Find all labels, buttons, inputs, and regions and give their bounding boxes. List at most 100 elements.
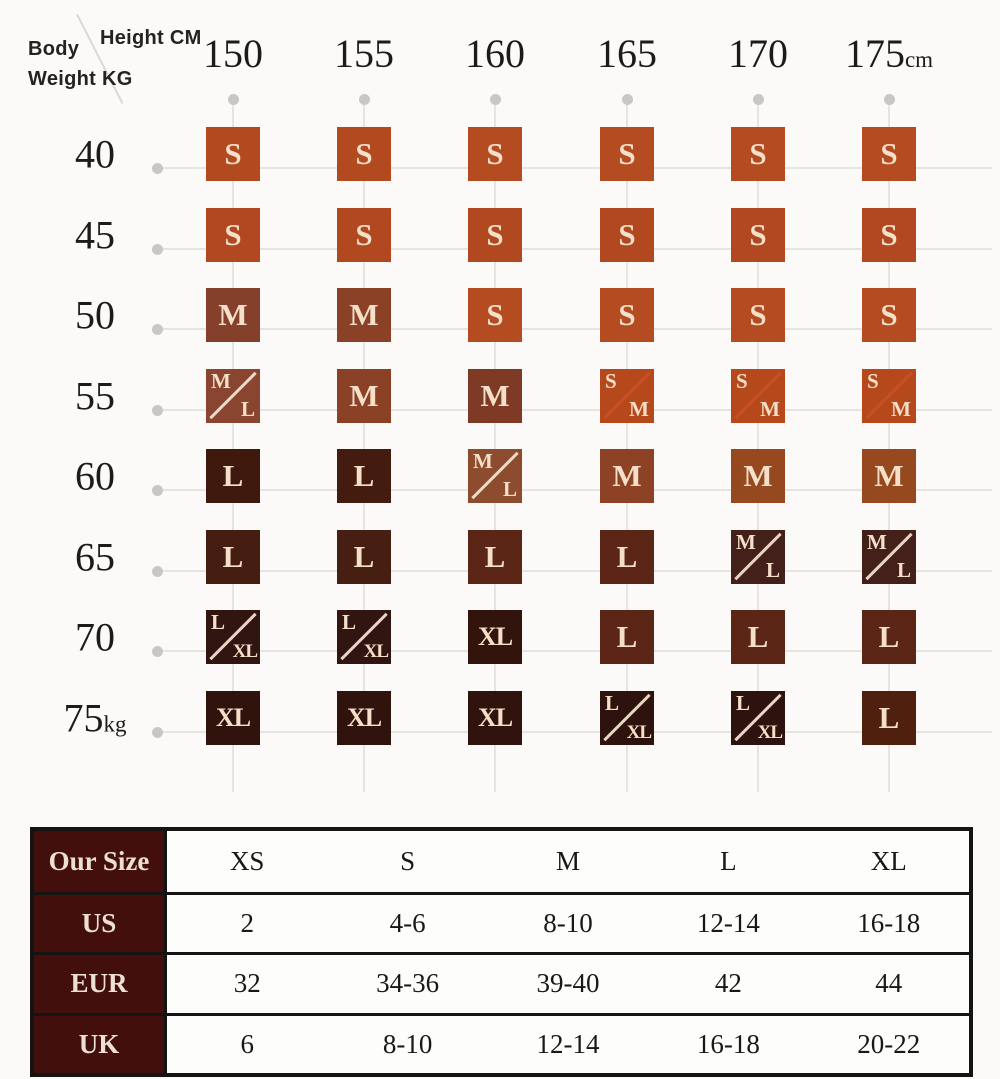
size-cell-label: M (349, 378, 379, 413)
size-cell: L (600, 530, 654, 584)
grid-hline (158, 731, 992, 733)
size-cell: XL (468, 610, 522, 664)
axis-dot (152, 565, 163, 577)
size-cell-top-label: L (211, 610, 226, 634)
size-cell: S (468, 127, 522, 181)
grid-vline (494, 100, 496, 792)
size-cell-label: S (880, 217, 898, 252)
weight-label: 60 (75, 453, 115, 500)
size-cell-label: L (353, 539, 375, 574)
height-value: 170 (728, 31, 788, 76)
weight-value: 60 (75, 453, 115, 499)
size-cell-top-label: L (342, 610, 357, 634)
size-cell: L (862, 691, 916, 745)
size-cell-label: S (618, 136, 636, 171)
size-cell-bottom-label: XL (232, 641, 258, 662)
size-cell-label: L (747, 619, 769, 654)
axis-dot (152, 726, 163, 738)
size-cell-label: M (218, 297, 248, 332)
size-cell: S (600, 208, 654, 262)
grid-hline (158, 650, 992, 652)
grid-vline (757, 100, 759, 792)
size-cell-bottom-label: XL (363, 641, 389, 662)
table-corner-label: Our Size (34, 831, 167, 892)
size-cell-label: M (743, 458, 773, 493)
size-cell-label: S (355, 136, 373, 171)
grid-hline (158, 409, 992, 411)
height-header: 175cm (845, 30, 933, 77)
size-cell-label: S (486, 297, 504, 332)
weight-value: 55 (75, 373, 115, 419)
table-size-header: XS (167, 831, 328, 892)
size-cell-label: M (480, 378, 510, 413)
size-cell-label: M (349, 297, 379, 332)
size-cell-top-label: M (473, 449, 493, 473)
weight-label: 70 (75, 614, 115, 661)
size-cell-bottom-label: L (240, 397, 255, 421)
size-cell: XL (337, 691, 391, 745)
size-cell: S (468, 288, 522, 342)
body-weight-label-line2: Weight KG (28, 68, 133, 90)
height-value: 150 (203, 31, 263, 76)
size-cell-bottom-label: L (896, 558, 911, 582)
size-cell: L (337, 530, 391, 584)
size-cell: M (600, 449, 654, 503)
size-cell-label: L (353, 458, 375, 493)
size-cell: XL (206, 691, 260, 745)
size-cell-label: S (618, 297, 636, 332)
table-region-label: US (34, 891, 167, 952)
grid-hline (158, 167, 992, 169)
size-cell-label: S (486, 217, 504, 252)
size-cell-bottom-label: L (765, 558, 780, 582)
size-cell: M (468, 369, 522, 423)
size-cell: L XL (600, 691, 654, 745)
weight-unit: kg (103, 711, 127, 737)
table-size-header: S (327, 831, 488, 892)
height-unit: cm (904, 47, 934, 72)
size-cell-bottom-label: M (891, 397, 911, 421)
body-weight-label-line1: Body (28, 38, 80, 60)
weight-label: 55 (75, 373, 115, 420)
size-cell-bottom-label: M (760, 397, 780, 421)
axis-dot (489, 94, 501, 105)
height-header: 165 (597, 30, 657, 77)
size-cell-label: S (749, 297, 767, 332)
size-cell-bottom-label: XL (757, 722, 783, 743)
size-cell: L (468, 530, 522, 584)
size-cell: S (600, 127, 654, 181)
size-cell: S (862, 208, 916, 262)
table-cell: 34-36 (327, 952, 488, 1013)
size-cell-top-label: L (736, 691, 751, 715)
size-cell: M (731, 449, 785, 503)
size-cell-label: XL (477, 703, 513, 732)
height-value: 160 (465, 31, 525, 76)
table-cell: 4-6 (327, 891, 488, 952)
axis-dot (152, 323, 163, 335)
grid-hline (158, 328, 992, 330)
table-cell: 8-10 (487, 891, 649, 952)
axis-dot (227, 94, 239, 105)
conversion-table: Our Size XS S M L XL US 2 4-6 8-10 12-14 16-18 EUR 32… (30, 827, 973, 1077)
grid-vline (363, 100, 365, 792)
size-cell-label: M (612, 458, 642, 493)
size-cell: S (731, 288, 785, 342)
axis-dot (883, 94, 895, 105)
grid-vline (626, 100, 628, 792)
size-cell: S (731, 208, 785, 262)
size-cell-top-label: S (736, 369, 748, 393)
size-cell: L (206, 530, 260, 584)
size-cell-label: L (484, 539, 506, 574)
size-cell: S (468, 208, 522, 262)
size-cell: M (337, 288, 391, 342)
size-cell-label: L (616, 619, 638, 654)
size-cell-label: S (224, 136, 242, 171)
size-cell: L XL (206, 610, 260, 664)
size-cell-label: XL (215, 703, 251, 732)
table-cell: 16-18 (648, 1012, 809, 1073)
table-cell: 44 (808, 952, 969, 1013)
